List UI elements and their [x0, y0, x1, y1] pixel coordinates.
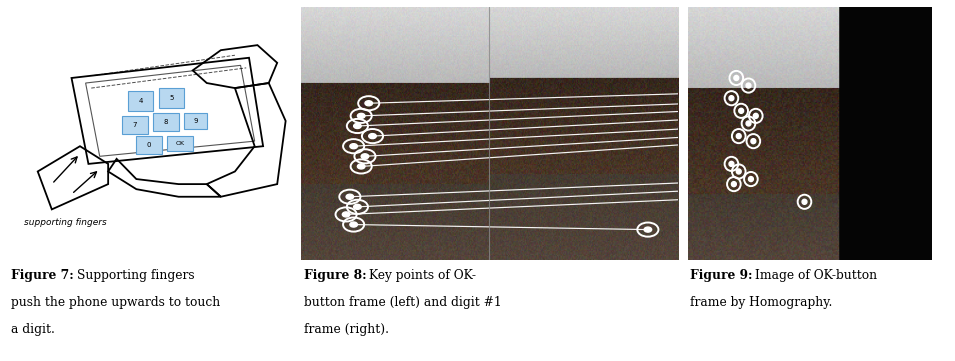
Circle shape: [361, 154, 369, 159]
Circle shape: [644, 227, 651, 232]
Circle shape: [690, 108, 697, 113]
Circle shape: [350, 222, 357, 227]
Circle shape: [733, 75, 739, 81]
Circle shape: [353, 123, 361, 129]
Text: frame (right).: frame (right).: [304, 323, 389, 336]
Text: 5: 5: [169, 95, 174, 101]
Circle shape: [729, 96, 733, 101]
Text: supporting fingers: supporting fingers: [24, 218, 106, 226]
Text: 0: 0: [147, 142, 151, 148]
Circle shape: [350, 144, 357, 149]
Polygon shape: [122, 116, 148, 134]
Text: a digit.: a digit.: [11, 323, 55, 336]
Circle shape: [749, 177, 753, 182]
Circle shape: [746, 121, 751, 126]
Circle shape: [709, 179, 716, 184]
Circle shape: [736, 169, 741, 174]
Text: 8: 8: [163, 119, 168, 125]
Circle shape: [342, 212, 350, 217]
Text: Key points of OK-: Key points of OK-: [369, 269, 476, 282]
Circle shape: [716, 187, 723, 192]
Text: 9: 9: [193, 118, 198, 124]
Circle shape: [751, 139, 755, 144]
Text: Figure 9:: Figure 9:: [690, 269, 760, 282]
Text: Supporting fingers: Supporting fingers: [76, 269, 194, 282]
Circle shape: [365, 101, 372, 106]
Circle shape: [357, 113, 365, 118]
Circle shape: [346, 194, 353, 199]
Circle shape: [739, 108, 744, 113]
Circle shape: [705, 116, 712, 121]
Text: Figure 8:: Figure 8:: [304, 269, 374, 282]
Circle shape: [693, 101, 701, 106]
Circle shape: [686, 126, 693, 131]
Polygon shape: [128, 91, 153, 111]
Circle shape: [732, 182, 736, 187]
Polygon shape: [137, 136, 161, 154]
Circle shape: [369, 134, 376, 139]
Circle shape: [729, 161, 733, 166]
Polygon shape: [159, 88, 184, 108]
Circle shape: [802, 199, 807, 204]
Polygon shape: [184, 113, 206, 129]
Text: 4: 4: [138, 98, 142, 104]
Polygon shape: [167, 136, 193, 151]
Circle shape: [742, 194, 750, 199]
Circle shape: [753, 113, 758, 118]
Text: button frame (left) and digit #1: button frame (left) and digit #1: [304, 296, 501, 309]
Text: Figure 7:: Figure 7:: [11, 269, 83, 282]
Circle shape: [693, 141, 701, 146]
Text: 7: 7: [133, 122, 138, 128]
Circle shape: [353, 204, 361, 209]
Circle shape: [746, 83, 751, 88]
Text: OK: OK: [176, 141, 184, 146]
Text: push the phone upwards to touch: push the phone upwards to touch: [11, 296, 221, 309]
Circle shape: [697, 134, 705, 139]
Polygon shape: [153, 113, 179, 131]
Text: Image of OK-button: Image of OK-button: [754, 269, 877, 282]
Circle shape: [736, 134, 741, 139]
Circle shape: [357, 164, 365, 169]
Circle shape: [697, 91, 705, 96]
Text: frame by Homography.: frame by Homography.: [690, 296, 832, 309]
